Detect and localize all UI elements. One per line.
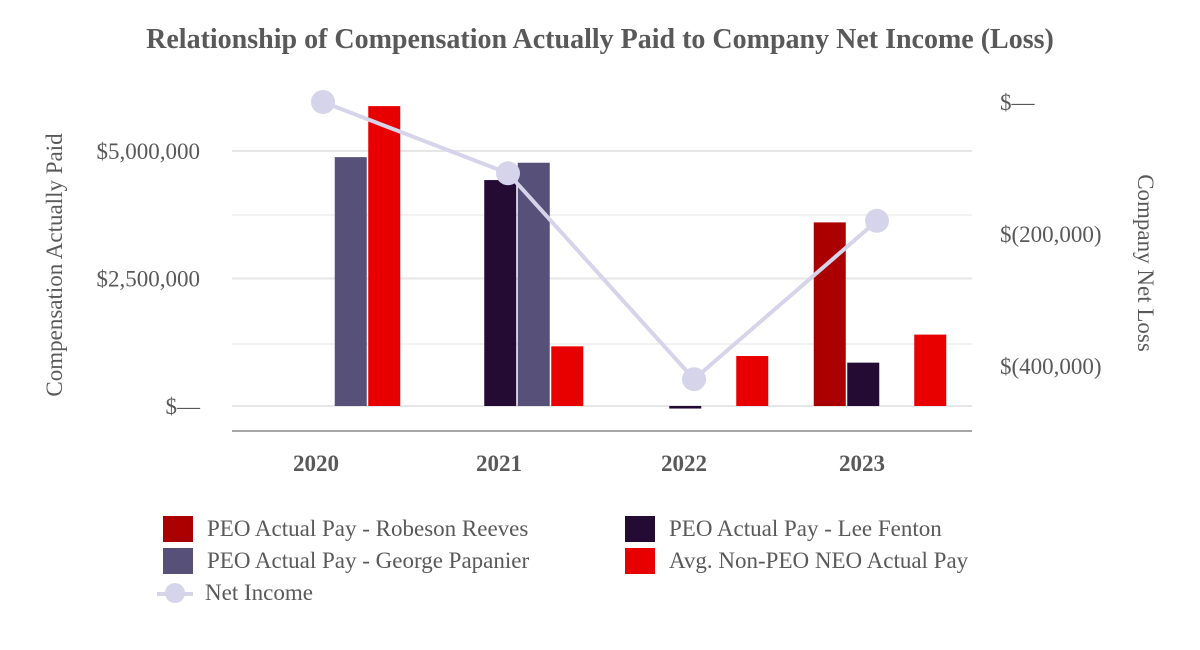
y2-tick-label-2: $(400,000) <box>1000 354 1102 379</box>
legend-label-net-income: Net Income <box>205 580 313 605</box>
legend-item-lee-fenton: PEO Actual Pay - Lee Fenton <box>625 516 942 542</box>
legend-label-non-peo-neo: Avg. Non-PEO NEO Actual Pay <box>669 548 969 573</box>
y-tick-label-1: $2,500,000 <box>97 267 201 292</box>
legend-swatch-non-peo-neo <box>625 548 655 574</box>
net-income-point-2022 <box>682 367 706 392</box>
x-tick-label-2023: 2023 <box>839 451 885 476</box>
net-income-line <box>322 100 879 382</box>
net-income-point-2021 <box>496 161 520 186</box>
legend-swatch-lee-fenton <box>625 516 655 542</box>
chart-title: Relationship of Compensation Actually Pa… <box>146 24 1054 55</box>
y-tick-label-2: $5,000,000 <box>97 139 201 164</box>
legend-swatch-net-income <box>157 580 193 606</box>
bar-2023-peo-actual-pay-lee-fenton <box>847 362 880 406</box>
y2-tick-label-0: $— <box>1000 90 1036 115</box>
y-axis-title: Compensation Actually Paid <box>42 133 67 397</box>
bar-2023-avg-non-peo-neo-actual-pay <box>914 334 947 406</box>
legend-swatch-george-papanier <box>163 548 193 574</box>
legend-item-robeson-reeves: PEO Actual Pay - Robeson Reeves <box>163 516 528 542</box>
bar-2020-avg-non-peo-neo-actual-pay <box>368 106 401 407</box>
legend-swatch-robeson-reeves <box>163 516 193 542</box>
bar-2022-avg-non-peo-neo-actual-pay <box>736 356 769 406</box>
legend-label-robeson-reeves: PEO Actual Pay - Robeson Reeves <box>207 516 529 541</box>
x-tick-label-2021: 2021 <box>476 451 522 476</box>
legend-label-lee-fenton: PEO Actual Pay - Lee Fenton <box>669 516 942 541</box>
bar-2021-avg-non-peo-neo-actual-pay <box>551 346 584 406</box>
y-tick-label-0: $— <box>166 394 202 419</box>
bar-2020-peo-actual-pay-george-papanier <box>334 157 367 406</box>
legend-item-non-peo-neo: Avg. Non-PEO NEO Actual Pay <box>625 548 968 574</box>
chart-canvas: $— $2,500,000 $5,000,000 $— $(200,000) $(400,… <box>42 90 1158 476</box>
legend-label-george-papanier: PEO Actual Pay - George Papanier <box>207 548 530 573</box>
y2-axis-title: Company Net Loss <box>1133 174 1158 352</box>
net-income-point-2020 <box>311 90 335 114</box>
bar-2022-peo-actual-pay-lee-fenton <box>669 406 702 409</box>
bar-2021-peo-actual-pay-lee-fenton <box>484 180 517 406</box>
x-tick-label-2020: 2020 <box>293 451 339 476</box>
legend-item-net-income: Net Income <box>157 580 313 606</box>
x-tick-label-2022: 2022 <box>661 451 707 476</box>
y2-tick-label-1: $(200,000) <box>1000 222 1102 247</box>
net-income-point-2023 <box>865 208 889 233</box>
legend-item-george-papanier: PEO Actual Pay - George Papanier <box>163 548 529 574</box>
